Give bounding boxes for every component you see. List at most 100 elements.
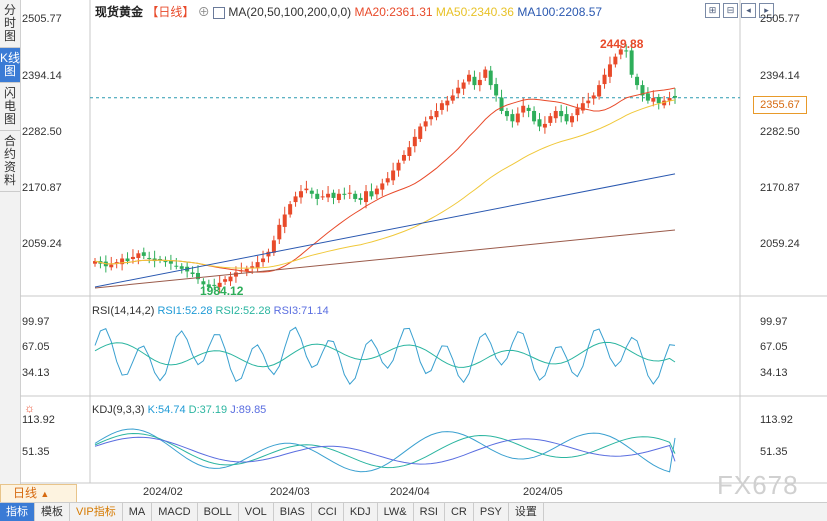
tab-vol[interactable]: VOL (239, 503, 274, 521)
kdj-settings-icon[interactable]: ☼ (24, 401, 35, 415)
tab-settings[interactable]: 设置 (509, 503, 544, 521)
candle-body (445, 100, 450, 106)
candle-body (158, 259, 163, 261)
main-chart-header: 现货黄金 【日线】 ⊕ MA(20,50,100,200,0,0) MA20:2… (95, 3, 602, 20)
tab-psy[interactable]: PSY (474, 503, 509, 521)
candle-body (456, 87, 461, 94)
candle-body (304, 188, 309, 191)
kline-chart[interactable] (20, 0, 827, 502)
candle-body (645, 93, 650, 101)
rsi-header: RSI(14,14,2) RSI1:52.28 RSI2:52.28 RSI3:… (92, 305, 329, 317)
candle-body (380, 183, 385, 190)
candle-body (542, 123, 547, 128)
candle-body (418, 126, 423, 139)
indicator-tab-bar: 指标 模板 VIP指标 MA MACD BOLL VOL BIAS CCI KD… (0, 502, 827, 521)
ma-toggle-icon[interactable] (213, 6, 226, 19)
move-right-icon[interactable]: ▸ (759, 3, 774, 18)
tab-macd[interactable]: MACD (152, 503, 198, 521)
candle-body (651, 98, 656, 102)
candle-body (597, 85, 602, 97)
candle-body (206, 284, 211, 287)
rsi1-value: RSI1:52.28 (157, 305, 213, 317)
tab-boll[interactable]: BOLL (198, 503, 239, 521)
tab-contract-info[interactable]: 合约资料 (0, 131, 20, 192)
candle-body (244, 268, 249, 272)
candle-body (570, 116, 575, 123)
kdj-header: KDJ(9,3,3) K:54.74 D:37.19 J:89.85 (92, 404, 266, 416)
candle-body (667, 98, 672, 101)
tab-kdj[interactable]: KDJ (344, 503, 378, 521)
candle-body (515, 113, 520, 123)
candle-body (467, 74, 472, 82)
candle-body (613, 56, 618, 65)
candle-body (353, 193, 358, 199)
kdj-j-value: J:89.85 (230, 404, 267, 416)
candle-body (580, 103, 585, 111)
candle-body (401, 154, 406, 161)
price-axis-label: 2282.50 (22, 126, 62, 138)
candle-body (125, 258, 130, 262)
price-axis-label: 2505.77 (22, 13, 62, 25)
tab-ma[interactable]: MA (123, 503, 153, 521)
rsi-axis-label-right: 99.97 (760, 316, 788, 328)
tab-cci[interactable]: CCI (312, 503, 344, 521)
candle-body (385, 178, 390, 183)
tab-bias[interactable]: BIAS (274, 503, 312, 521)
candle-body (288, 204, 293, 215)
candle-body (537, 119, 542, 127)
ma20-value: MA20:2361.31 (354, 5, 433, 19)
rsi-axis-label: 99.97 (22, 316, 50, 328)
candle-body (526, 107, 531, 111)
zoom-in-icon[interactable]: ⊞ (705, 3, 720, 18)
tab-lw[interactable]: LW& (378, 503, 414, 521)
rsi-axis-label: 34.13 (22, 367, 50, 379)
rsi3-value: RSI3:71.14 (273, 305, 329, 317)
rsi-label: RSI(14,14,2) (92, 305, 155, 317)
chart-toolbar: ⊞ ⊟ ◂ ▸ (705, 3, 777, 18)
tab-timeshare[interactable]: 分时图 (0, 0, 20, 48)
watermark-logo: FX678 (717, 470, 799, 500)
kdj-axis-label: 113.92 (22, 414, 55, 426)
chart-area[interactable]: 现货黄金 【日线】 ⊕ MA(20,50,100,200,0,0) MA20:2… (20, 0, 827, 502)
tab-flash[interactable]: 闪电图 (0, 83, 20, 131)
date-axis-label: 2024/04 (390, 486, 430, 498)
move-left-icon[interactable]: ◂ (741, 3, 756, 18)
candle-body (391, 170, 396, 181)
tab-indicators[interactable]: 指标 (0, 503, 35, 521)
kdj-k-line (94, 432, 676, 469)
zoom-out-icon[interactable]: ⊟ (723, 3, 738, 18)
candle-body (477, 79, 482, 86)
rsi-axis-label: 67.05 (22, 341, 50, 353)
tab-cr[interactable]: CR (445, 503, 474, 521)
candle-body (396, 162, 401, 171)
price-axis-label: 2394.14 (22, 70, 62, 82)
ma100-line (94, 173, 676, 288)
candle-body (434, 110, 439, 118)
kdj-axis-label-right: 51.35 (760, 446, 788, 458)
settings-icon[interactable]: ⊕ (197, 5, 210, 19)
tab-rsi[interactable]: RSI (414, 503, 445, 521)
period-label: 日线 (13, 486, 38, 500)
candle-body (369, 191, 374, 197)
instrument-title: 现货黄金 (95, 5, 144, 19)
kdj-axis-label-right: 113.92 (760, 414, 793, 426)
candle-body (607, 64, 612, 77)
candle-body (559, 110, 564, 117)
period-select[interactable]: 日线 ▲ (0, 484, 77, 503)
candle-body (309, 190, 314, 194)
candle-body (450, 95, 455, 101)
candle-body (564, 114, 569, 122)
rsi-axis-label-right: 67.05 (760, 341, 788, 353)
ma50-line (94, 99, 676, 269)
tab-vip-indicators[interactable]: VIP指标 (70, 503, 123, 521)
candle-body (212, 284, 217, 286)
candle-body (640, 85, 645, 96)
candle-body (147, 257, 152, 259)
candle-body (315, 193, 320, 199)
candle-body (326, 193, 331, 198)
candle-body (656, 97, 661, 104)
tab-templates[interactable]: 模板 (35, 503, 70, 521)
tab-kline[interactable]: K线图 (0, 48, 20, 83)
candle-body (429, 116, 434, 120)
candle-body (282, 214, 287, 227)
